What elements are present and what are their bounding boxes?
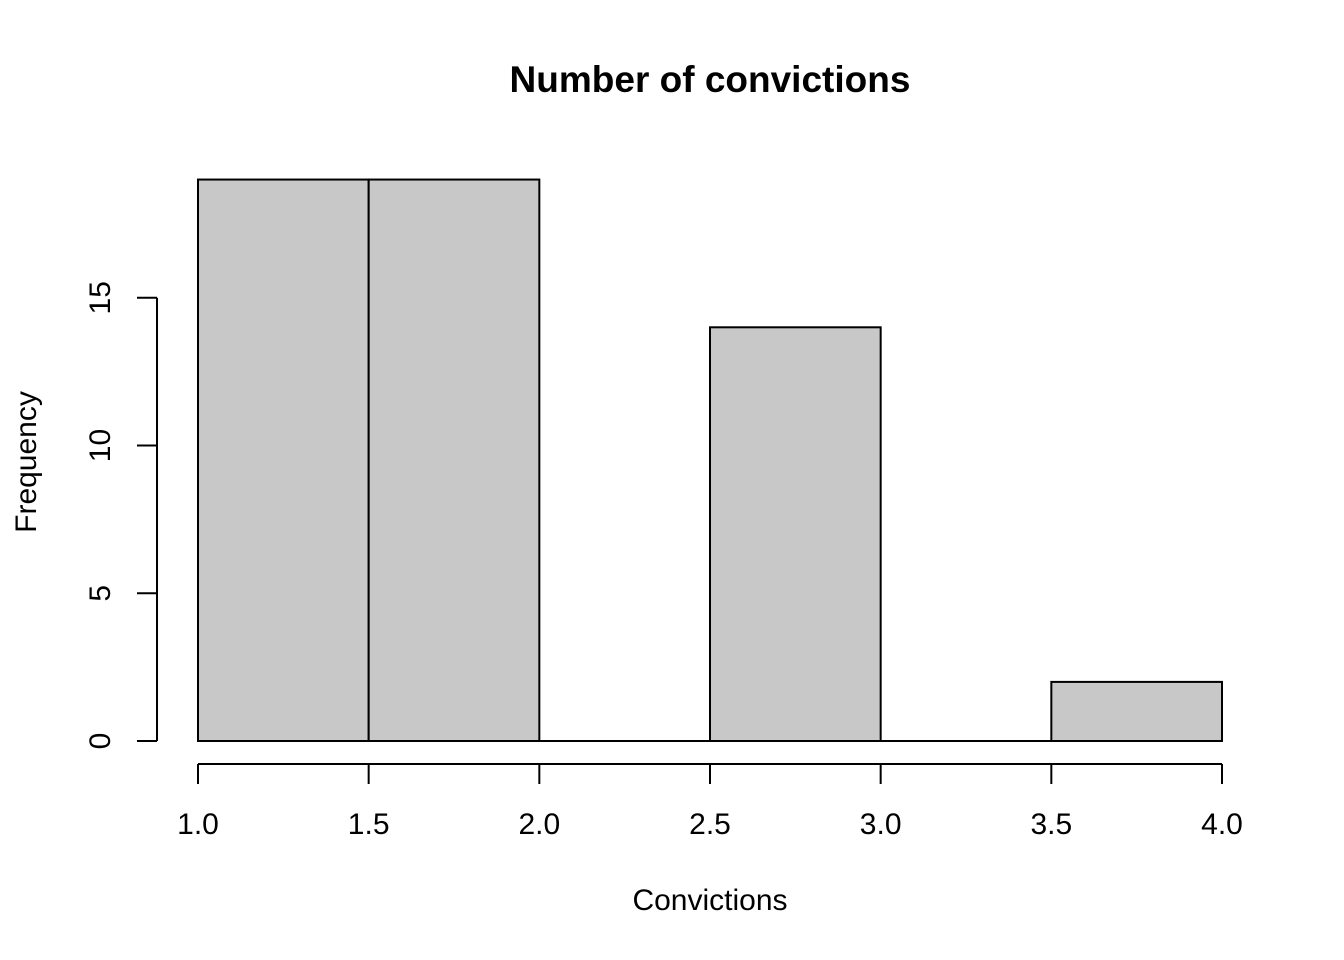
x-tick-label-0: 1.0 (177, 808, 219, 841)
y-axis: 0 5 10 15 (84, 281, 158, 750)
histogram-bar-3 (709, 326, 882, 742)
histogram-bar-0 (197, 178, 370, 743)
x-tick-label-1: 1.5 (348, 808, 390, 841)
y-tick-label-2: 10 (84, 429, 117, 462)
chart-title: Number of convictions (510, 59, 911, 100)
y-tick-label-0: 0 (84, 733, 117, 750)
bars-group (197, 178, 1224, 743)
y-axis-label: Frequency (10, 391, 43, 533)
histogram-bar-1 (367, 178, 541, 743)
x-tick-label-4: 3.0 (860, 808, 902, 841)
x-axis-label: Convictions (632, 884, 787, 917)
x-axis: 1.0 1.5 2.0 2.5 3.0 3.5 4.0 (177, 763, 1243, 841)
histogram-bar-5 (1050, 680, 1224, 743)
y-tick-label-1: 5 (84, 585, 117, 602)
x-tick-label-6: 4.0 (1201, 808, 1243, 841)
x-tick-label-3: 2.5 (689, 808, 731, 841)
x-tick-label-5: 3.5 (1030, 808, 1072, 841)
x-tick-label-2: 2.0 (518, 808, 560, 841)
y-tick-label-3: 15 (84, 281, 117, 314)
